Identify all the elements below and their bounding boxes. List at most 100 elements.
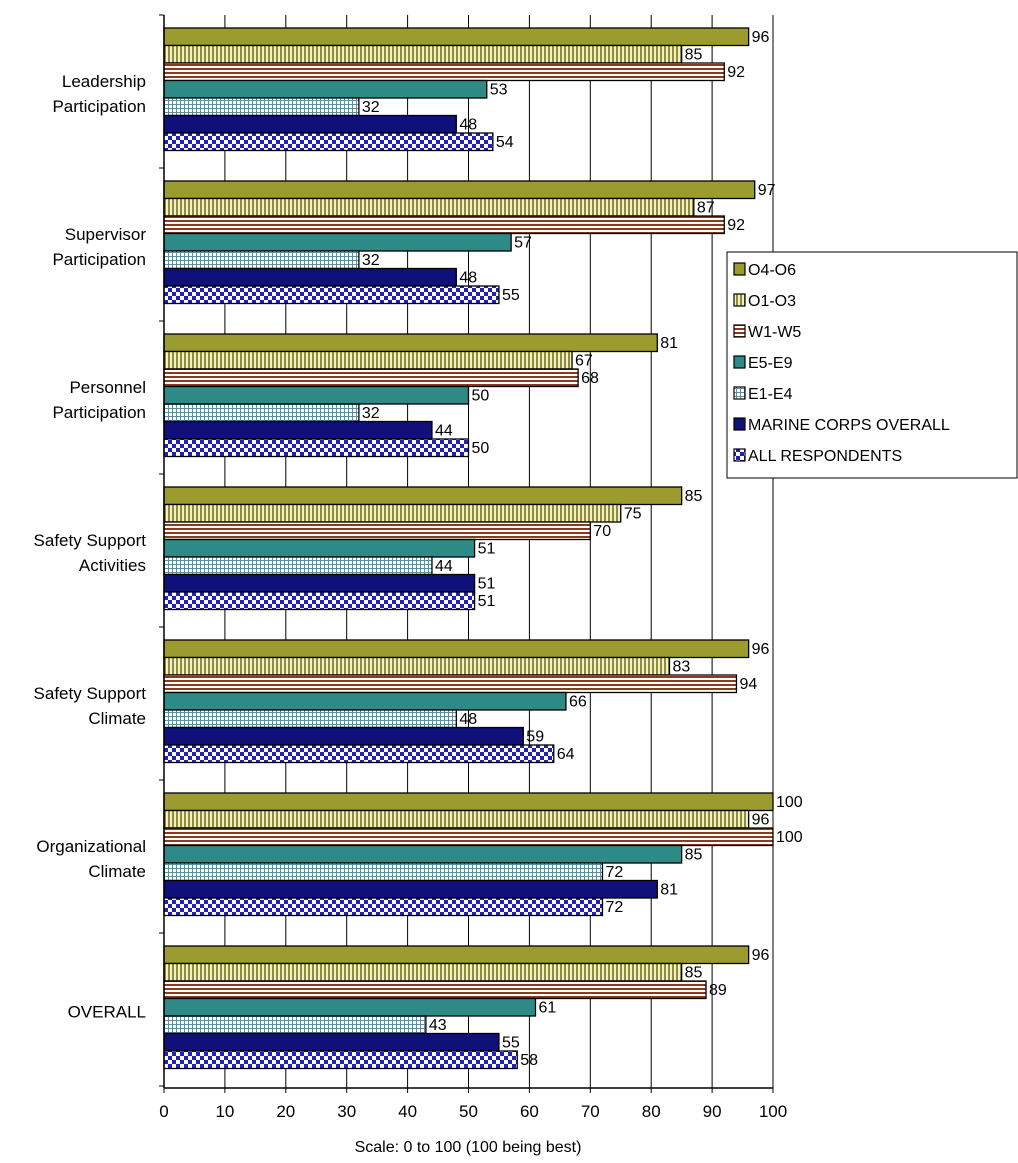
bar	[163, 744, 555, 764]
bar	[163, 132, 494, 152]
bar	[163, 573, 476, 593]
data-label: 44	[435, 423, 453, 440]
bar	[163, 267, 457, 287]
legend-swatch	[733, 293, 746, 307]
legend-label: E5-E9	[748, 355, 793, 372]
bar	[163, 44, 683, 64]
data-label: 83	[672, 659, 690, 676]
bar	[163, 1015, 427, 1035]
bar	[163, 97, 360, 117]
x-tick-label: 80	[642, 1102, 661, 1121]
x-tick-label: 40	[398, 1102, 417, 1121]
data-label: 51	[478, 576, 496, 593]
data-label: 68	[581, 370, 599, 387]
data-label: 96	[752, 29, 770, 46]
bar	[163, 945, 750, 965]
category-label: Climate	[88, 862, 146, 881]
bar	[163, 79, 488, 99]
category-label: OVERALL	[68, 1003, 146, 1022]
category-label: Supervisor	[65, 225, 147, 244]
x-tick-label: 50	[459, 1102, 478, 1121]
bar	[163, 591, 476, 611]
bar	[163, 827, 774, 847]
data-label: 32	[362, 252, 380, 269]
bar	[163, 792, 774, 812]
data-label: 89	[709, 982, 727, 999]
data-label: 51	[478, 593, 496, 610]
bar	[163, 980, 707, 1000]
bar	[163, 844, 683, 864]
legend-swatch	[733, 262, 746, 276]
bar	[163, 368, 579, 388]
bar	[163, 691, 567, 711]
bar	[163, 385, 470, 405]
bar	[163, 1032, 500, 1052]
legend-label: E1-E4	[748, 386, 793, 403]
data-label: 51	[478, 541, 496, 558]
category-label: Participation	[52, 403, 146, 422]
category-label: Personnel	[69, 378, 146, 397]
data-label: 72	[605, 899, 623, 916]
data-label: 81	[660, 335, 678, 352]
data-label: 67	[575, 353, 593, 370]
bar	[163, 62, 725, 82]
data-label: 50	[472, 440, 490, 457]
bar	[163, 215, 725, 235]
x-tick-label: 90	[703, 1102, 722, 1121]
category-label: Safety Support	[34, 684, 147, 703]
data-label: 85	[685, 847, 703, 864]
data-label: 54	[496, 134, 514, 151]
category-label: Safety Support	[34, 531, 147, 550]
data-label: 97	[758, 182, 776, 199]
data-label: 48	[459, 711, 477, 728]
data-label: 59	[526, 729, 544, 746]
bar	[163, 556, 433, 576]
category-label: Activities	[79, 556, 146, 575]
x-tick-label: 30	[337, 1102, 356, 1121]
bar	[163, 197, 695, 217]
bar	[163, 420, 433, 440]
legend-label: MARINE CORPS OVERALL	[748, 417, 950, 434]
data-label: 81	[660, 882, 678, 899]
data-label: 96	[752, 641, 770, 658]
bar	[163, 285, 500, 305]
x-tick-label: 20	[276, 1102, 295, 1121]
legend-swatch	[733, 324, 746, 338]
legend-swatch	[733, 386, 746, 400]
data-label: 55	[502, 287, 520, 304]
bar	[163, 250, 360, 270]
x-tick-label: 100	[759, 1102, 787, 1121]
data-label: 48	[459, 270, 477, 287]
data-label: 94	[739, 676, 757, 693]
x-axis-title: Scale: 0 to 100 (100 being best)	[355, 1139, 582, 1156]
category-label: Participation	[52, 97, 146, 116]
data-label: 75	[624, 506, 642, 523]
bar	[163, 656, 671, 676]
legend-swatch	[733, 355, 746, 369]
bar	[163, 674, 738, 694]
data-label: 64	[557, 746, 575, 763]
bar	[163, 27, 750, 47]
data-label: 96	[752, 812, 770, 829]
bars	[163, 27, 774, 1070]
category-label: Climate	[88, 709, 146, 728]
data-label: 92	[727, 217, 745, 234]
legend-label: O1-O3	[748, 293, 796, 310]
bar	[163, 521, 591, 541]
legend-box	[726, 251, 1018, 479]
data-label: 85	[685, 965, 703, 982]
data-label: 55	[502, 1035, 520, 1052]
data-label: 100	[776, 794, 803, 811]
data-label: 43	[429, 1017, 447, 1034]
data-label: 44	[435, 558, 453, 575]
bar	[163, 438, 470, 458]
bar	[163, 350, 573, 370]
bar	[163, 114, 457, 134]
data-label: 87	[697, 200, 715, 217]
bar	[163, 403, 360, 423]
bar	[163, 709, 457, 729]
legend-swatch	[733, 448, 746, 462]
x-tick-label: 10	[215, 1102, 234, 1121]
x-tick-label: 70	[581, 1102, 600, 1121]
